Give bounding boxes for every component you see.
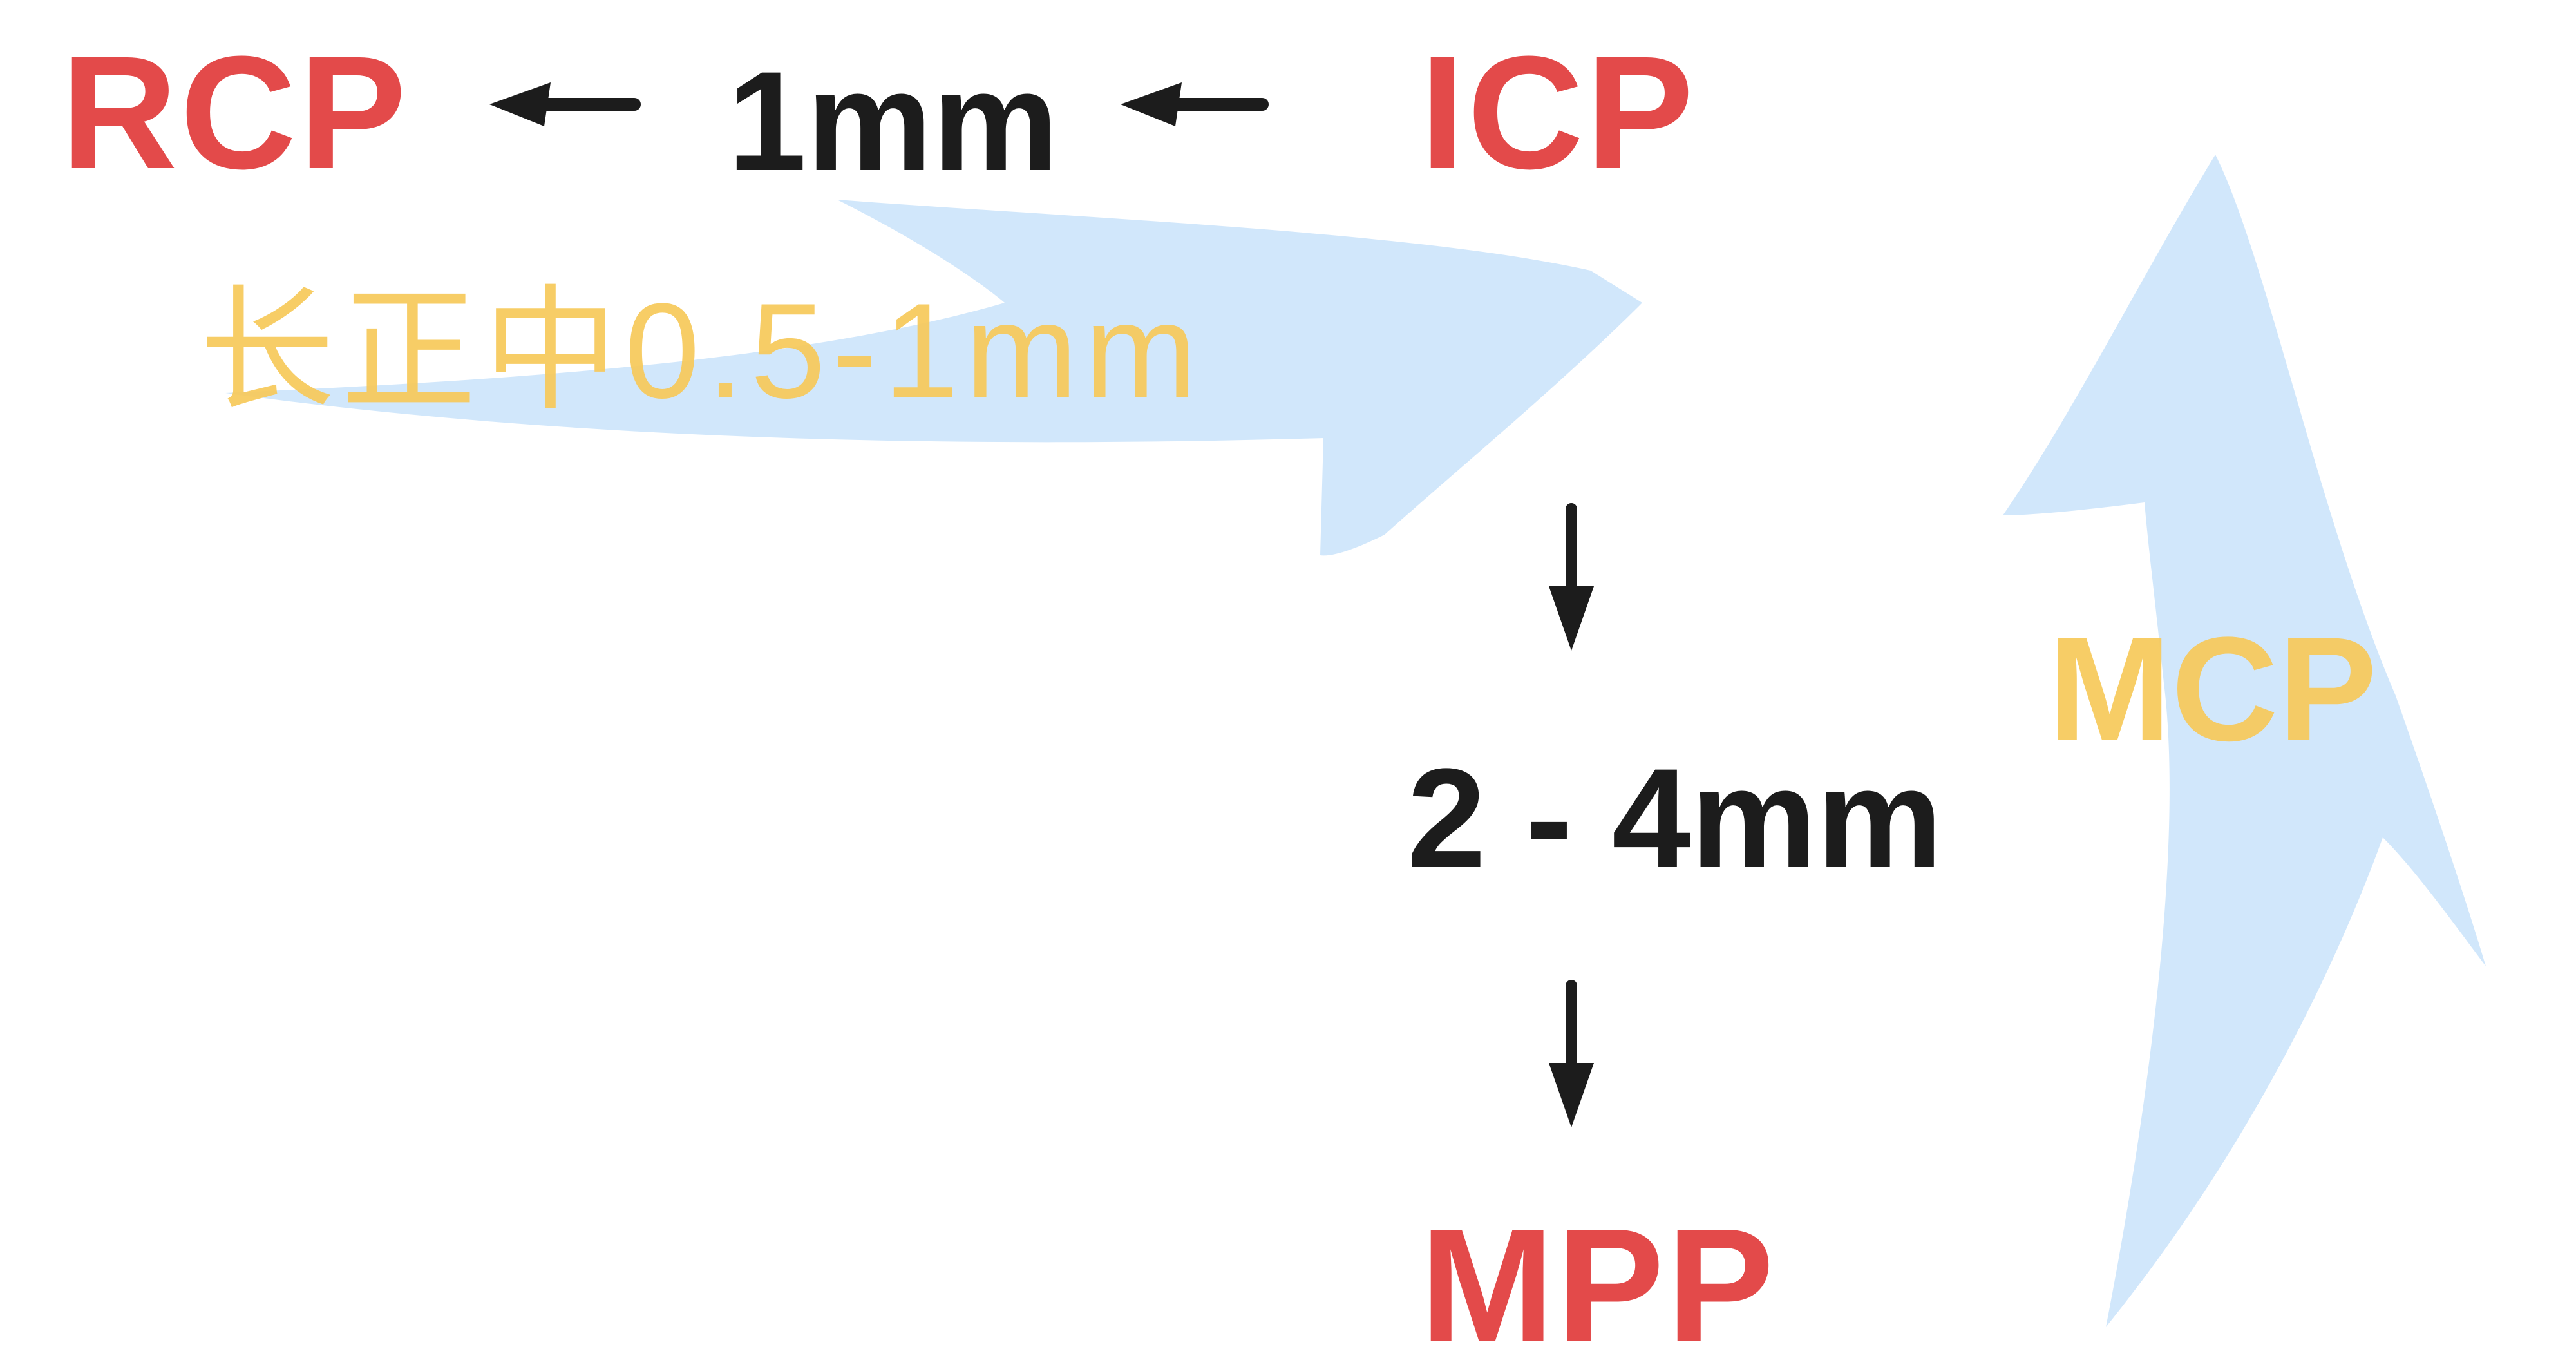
mpp-label: MPP bbox=[1420, 1195, 1777, 1358]
icp-label: ICP bbox=[1420, 23, 1696, 202]
centric-range-label: 长正中0.5-1mm bbox=[200, 275, 1204, 426]
up-arrow-icon bbox=[2003, 155, 2486, 1327]
rcp-label: RCP bbox=[61, 23, 409, 202]
distance-1mm-label: 1mm bbox=[728, 42, 1059, 200]
curved-right-arrow-icon bbox=[225, 200, 1642, 556]
mcp-label: MCP bbox=[2048, 606, 2378, 772]
down-arrow-icon bbox=[1549, 980, 1594, 1127]
left-arrow-icon bbox=[489, 82, 641, 126]
down-arrow-icon bbox=[1549, 503, 1594, 651]
distance-2-4mm-label: 2 - 4mm bbox=[1407, 739, 1943, 897]
left-arrow-icon bbox=[1121, 82, 1269, 126]
